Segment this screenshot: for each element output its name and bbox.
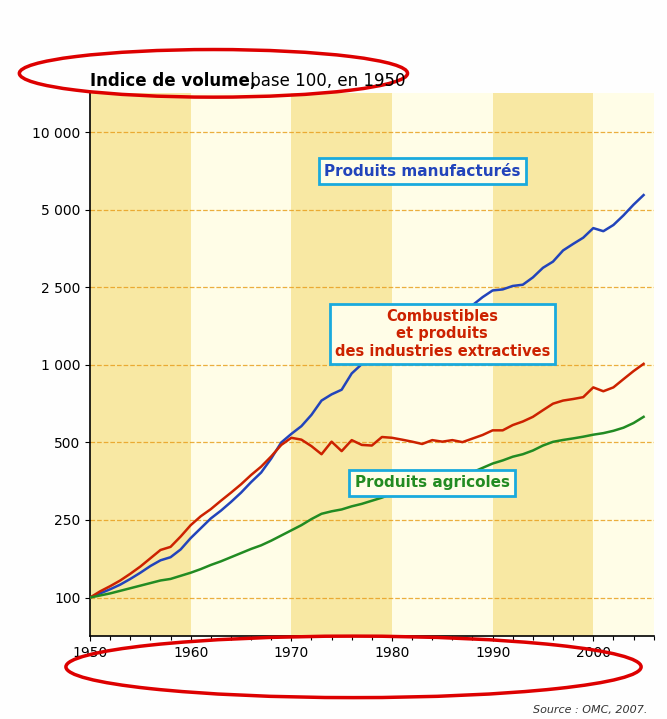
Bar [191,93,291,636]
Bar [392,93,493,636]
Bar [493,93,593,636]
Text: Source : OMC, 2007.: Source : OMC, 2007. [533,705,647,715]
Text: Indice de volume,: Indice de volume, [90,71,256,90]
Text: Combustibles
et produits
des industries extractives: Combustibles et produits des industries … [335,309,550,359]
Text: Produits manufacturés: Produits manufacturés [324,163,520,178]
Bar [593,93,654,636]
Text: base 100, en 1950: base 100, en 1950 [245,71,406,90]
Text: Produits agricoles: Produits agricoles [355,475,510,490]
Bar [291,93,392,636]
Bar [90,93,191,636]
